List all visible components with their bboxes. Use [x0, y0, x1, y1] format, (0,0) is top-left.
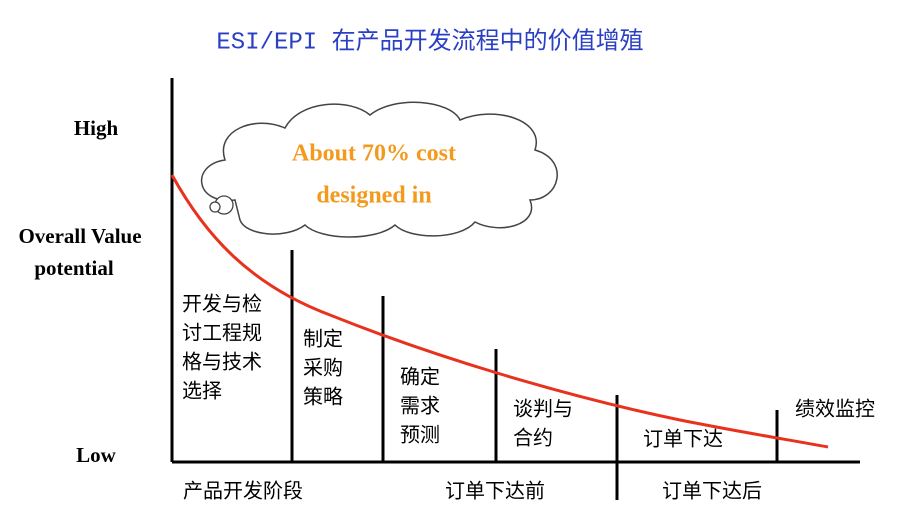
cloud-bubble	[209, 201, 221, 213]
stage-label: 格与技术	[182, 350, 262, 374]
stage-label: 制定	[303, 327, 343, 351]
stage-label: 选择	[182, 379, 222, 403]
stage-label: 预测	[400, 423, 440, 447]
stage-label: 开发与检	[182, 292, 262, 316]
y-label: potential	[34, 256, 114, 280]
stage-label: 采购	[303, 356, 343, 380]
y-low: Low	[76, 443, 117, 467]
phase-label: 产品开发阶段	[183, 479, 303, 503]
cloud-text: designed in	[316, 183, 431, 209]
stage-label: 需求	[400, 394, 440, 418]
stage-label: 讨工程规	[182, 321, 262, 345]
stage-label: 确定	[400, 365, 440, 389]
stage-label: 绩效监控	[795, 397, 875, 421]
stage-label: 合约	[513, 426, 553, 450]
title: ESI/EPI 在产品开发流程中的价值增殖	[216, 27, 643, 56]
phase-label: 订单下达后	[662, 479, 762, 503]
stage-label: 谈判与	[513, 397, 573, 421]
value-curve	[170, 174, 829, 449]
phase-label: 订单下达前	[445, 479, 545, 503]
stage-label: 策略	[303, 385, 343, 409]
cloud-text: About 70% cost	[292, 141, 456, 167]
y-label: Overall Value	[18, 224, 141, 248]
cloud	[200, 101, 558, 238]
stage-label: 订单下达	[643, 427, 723, 451]
y-high: High	[74, 116, 119, 140]
